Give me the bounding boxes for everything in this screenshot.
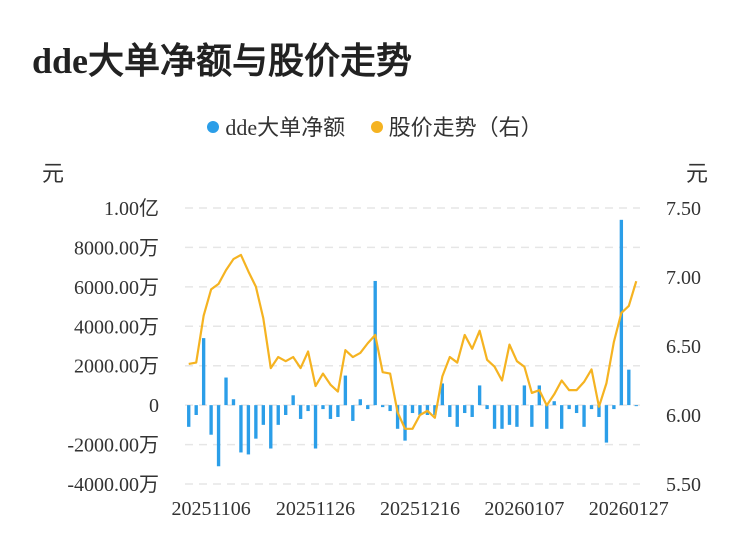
dde-bar (612, 405, 616, 410)
left-axis-tick-label: 8000.00万 (74, 237, 159, 259)
dde-bar (239, 405, 243, 453)
chart-title: dde大单净额与股价走势 (32, 41, 413, 81)
legend-label-dde: dde大单净额 (225, 115, 346, 140)
dde-bar (216, 405, 221, 467)
dde-bar (380, 405, 385, 408)
legend: dde大单净额 股价走势（右） (0, 110, 750, 142)
dde-bar (604, 405, 609, 443)
left-axis-tick-label: 6000.00万 (74, 277, 159, 299)
dde-bar (388, 405, 392, 412)
dde-bar (560, 405, 564, 429)
dde-bar (395, 405, 400, 429)
dde-bar (269, 405, 273, 449)
dde-bar (261, 405, 265, 425)
legend-item-dde[interactable]: dde大单净额 (207, 110, 345, 142)
dde-bar (552, 401, 556, 406)
dde-bar (507, 405, 512, 425)
legend-marker-dde (207, 121, 220, 133)
dde-bar (328, 405, 333, 419)
dde-bar (567, 405, 571, 410)
dde-bar (522, 385, 527, 406)
dde-bar (306, 405, 310, 412)
legend-marker-price (370, 121, 383, 133)
left-axis-tick-label: -4000.00万 (67, 474, 159, 496)
right-axis-tick-label: 6.50 (666, 336, 701, 358)
dde-bar (366, 405, 370, 410)
dde-bar (492, 405, 497, 429)
price-line (188, 253, 638, 430)
right-axis-tick-label: 7.50 (666, 198, 701, 220)
dde-bar (530, 405, 534, 427)
legend-item-price[interactable]: 股价走势（右） (370, 110, 543, 142)
dde-bar (477, 385, 482, 406)
x-axis-tick-label: 20251126 (276, 498, 355, 520)
left-axis-tick-label: 0 (149, 395, 159, 417)
left-axis-unit: 元 (42, 161, 65, 186)
dde-bar (284, 405, 288, 415)
dde-bar (545, 405, 549, 429)
right-axis-tick-label: 7.00 (666, 267, 701, 289)
dde-bar (418, 405, 422, 415)
dde-bar (574, 405, 579, 414)
dde-bar (291, 395, 295, 406)
dde-bar (537, 385, 541, 406)
dde-bar (246, 405, 251, 455)
dde-bar (313, 405, 318, 449)
dde-bar (455, 405, 459, 427)
dde-bar (231, 399, 236, 406)
x-axis-tick-label: 20251106 (171, 498, 250, 520)
dde-bar (298, 405, 303, 419)
dde-bar (515, 405, 519, 427)
right-axis-tick-label: 6.00 (666, 405, 701, 427)
dde-bar (254, 405, 258, 439)
dde-bar (582, 405, 586, 427)
dde-bar (433, 405, 437, 415)
dde-bar (463, 405, 467, 414)
right-axis-tick-label: 5.50 (666, 474, 701, 496)
dde-bar (194, 405, 198, 415)
dde-bar (373, 280, 377, 406)
dde-bar (410, 405, 415, 414)
dde-bar (224, 377, 228, 406)
dde-bar (440, 383, 445, 406)
dde-bar (343, 375, 348, 406)
dde-bar (358, 399, 362, 406)
left-axis-tick-label: 4000.00万 (74, 316, 159, 338)
dde-bar (351, 405, 355, 421)
dde-bar (500, 405, 504, 429)
x-axis-tick-label: 20251216 (380, 498, 460, 520)
left-axis-tick-label: 2000.00万 (74, 356, 159, 378)
left-axis-tick-label: 1.00亿 (104, 197, 159, 220)
dde-bar (470, 405, 474, 417)
dde-bar (321, 405, 325, 410)
dde-bar (627, 369, 631, 406)
dde-bar (276, 405, 280, 425)
dde-bar (403, 405, 407, 441)
dde-bar (187, 405, 191, 427)
right-axis-unit: 元 (685, 161, 708, 186)
x-axis-tick-label: 20260127 (589, 498, 669, 520)
legend-label-price: 股价走势（右） (388, 115, 543, 140)
dde-bar (209, 405, 213, 435)
dde-bar (336, 405, 340, 417)
left-axis-tick-label: -2000.00万 (67, 435, 159, 457)
dde-bar (448, 405, 452, 417)
dde-bar (634, 405, 638, 407)
dde-bar (485, 405, 489, 410)
dde-bar (201, 338, 206, 406)
dde-bar (597, 405, 601, 417)
dde-bar (589, 405, 594, 410)
x-axis-tick-label: 20260107 (484, 498, 564, 520)
